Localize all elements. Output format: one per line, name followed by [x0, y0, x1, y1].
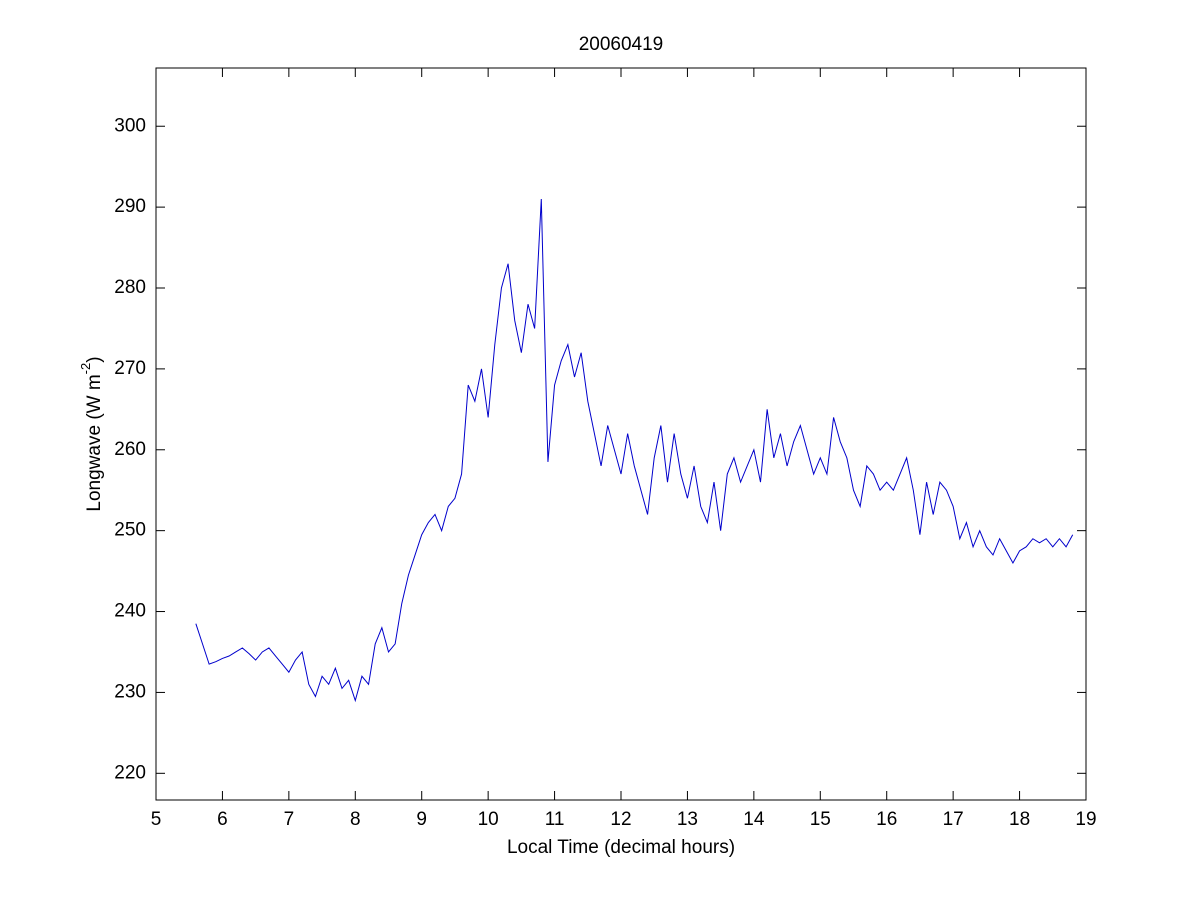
x-tick-label: 9 — [416, 809, 427, 830]
y-label-close: ) — [84, 356, 105, 362]
x-tick-label: 18 — [1009, 809, 1030, 830]
x-tick-label: 16 — [876, 809, 897, 830]
y-tick-label: 230 — [114, 681, 146, 702]
x-tick-label: 6 — [217, 809, 228, 830]
y-tick-label: 240 — [114, 601, 146, 622]
y-tick-label: 290 — [114, 196, 146, 217]
y-label-exponent: -2 — [78, 363, 93, 375]
y-tick-label: 300 — [114, 115, 146, 136]
y-tick-label: 250 — [114, 520, 146, 541]
chart-title: 20060419 — [579, 34, 664, 55]
x-tick-label: 5 — [151, 809, 162, 830]
y-label-text: Longwave (W m — [84, 374, 105, 511]
x-tick-label: 13 — [677, 809, 698, 830]
x-tick-label: 15 — [810, 809, 831, 830]
data-line — [195, 199, 1074, 703]
x-tick-label: 10 — [478, 809, 499, 830]
y-axis-label: Longwave (W m-2) — [78, 356, 105, 511]
x-tick-label: 11 — [545, 809, 565, 830]
x-axis-label: Local Time (decimal hours) — [507, 837, 735, 858]
x-tick-label: 7 — [284, 809, 295, 830]
y-tick-label: 270 — [114, 358, 146, 379]
x-tick-label: 19 — [1075, 809, 1096, 830]
x-tick-label: 17 — [943, 809, 964, 830]
y-tick-label: 260 — [114, 439, 146, 460]
plot-area — [155, 67, 1087, 801]
x-tick-label: 12 — [610, 809, 631, 830]
x-tick-label: 14 — [743, 809, 765, 830]
y-tick-label: 220 — [114, 762, 146, 783]
x-tick-label: 8 — [350, 809, 361, 830]
y-tick-label: 280 — [114, 277, 146, 298]
